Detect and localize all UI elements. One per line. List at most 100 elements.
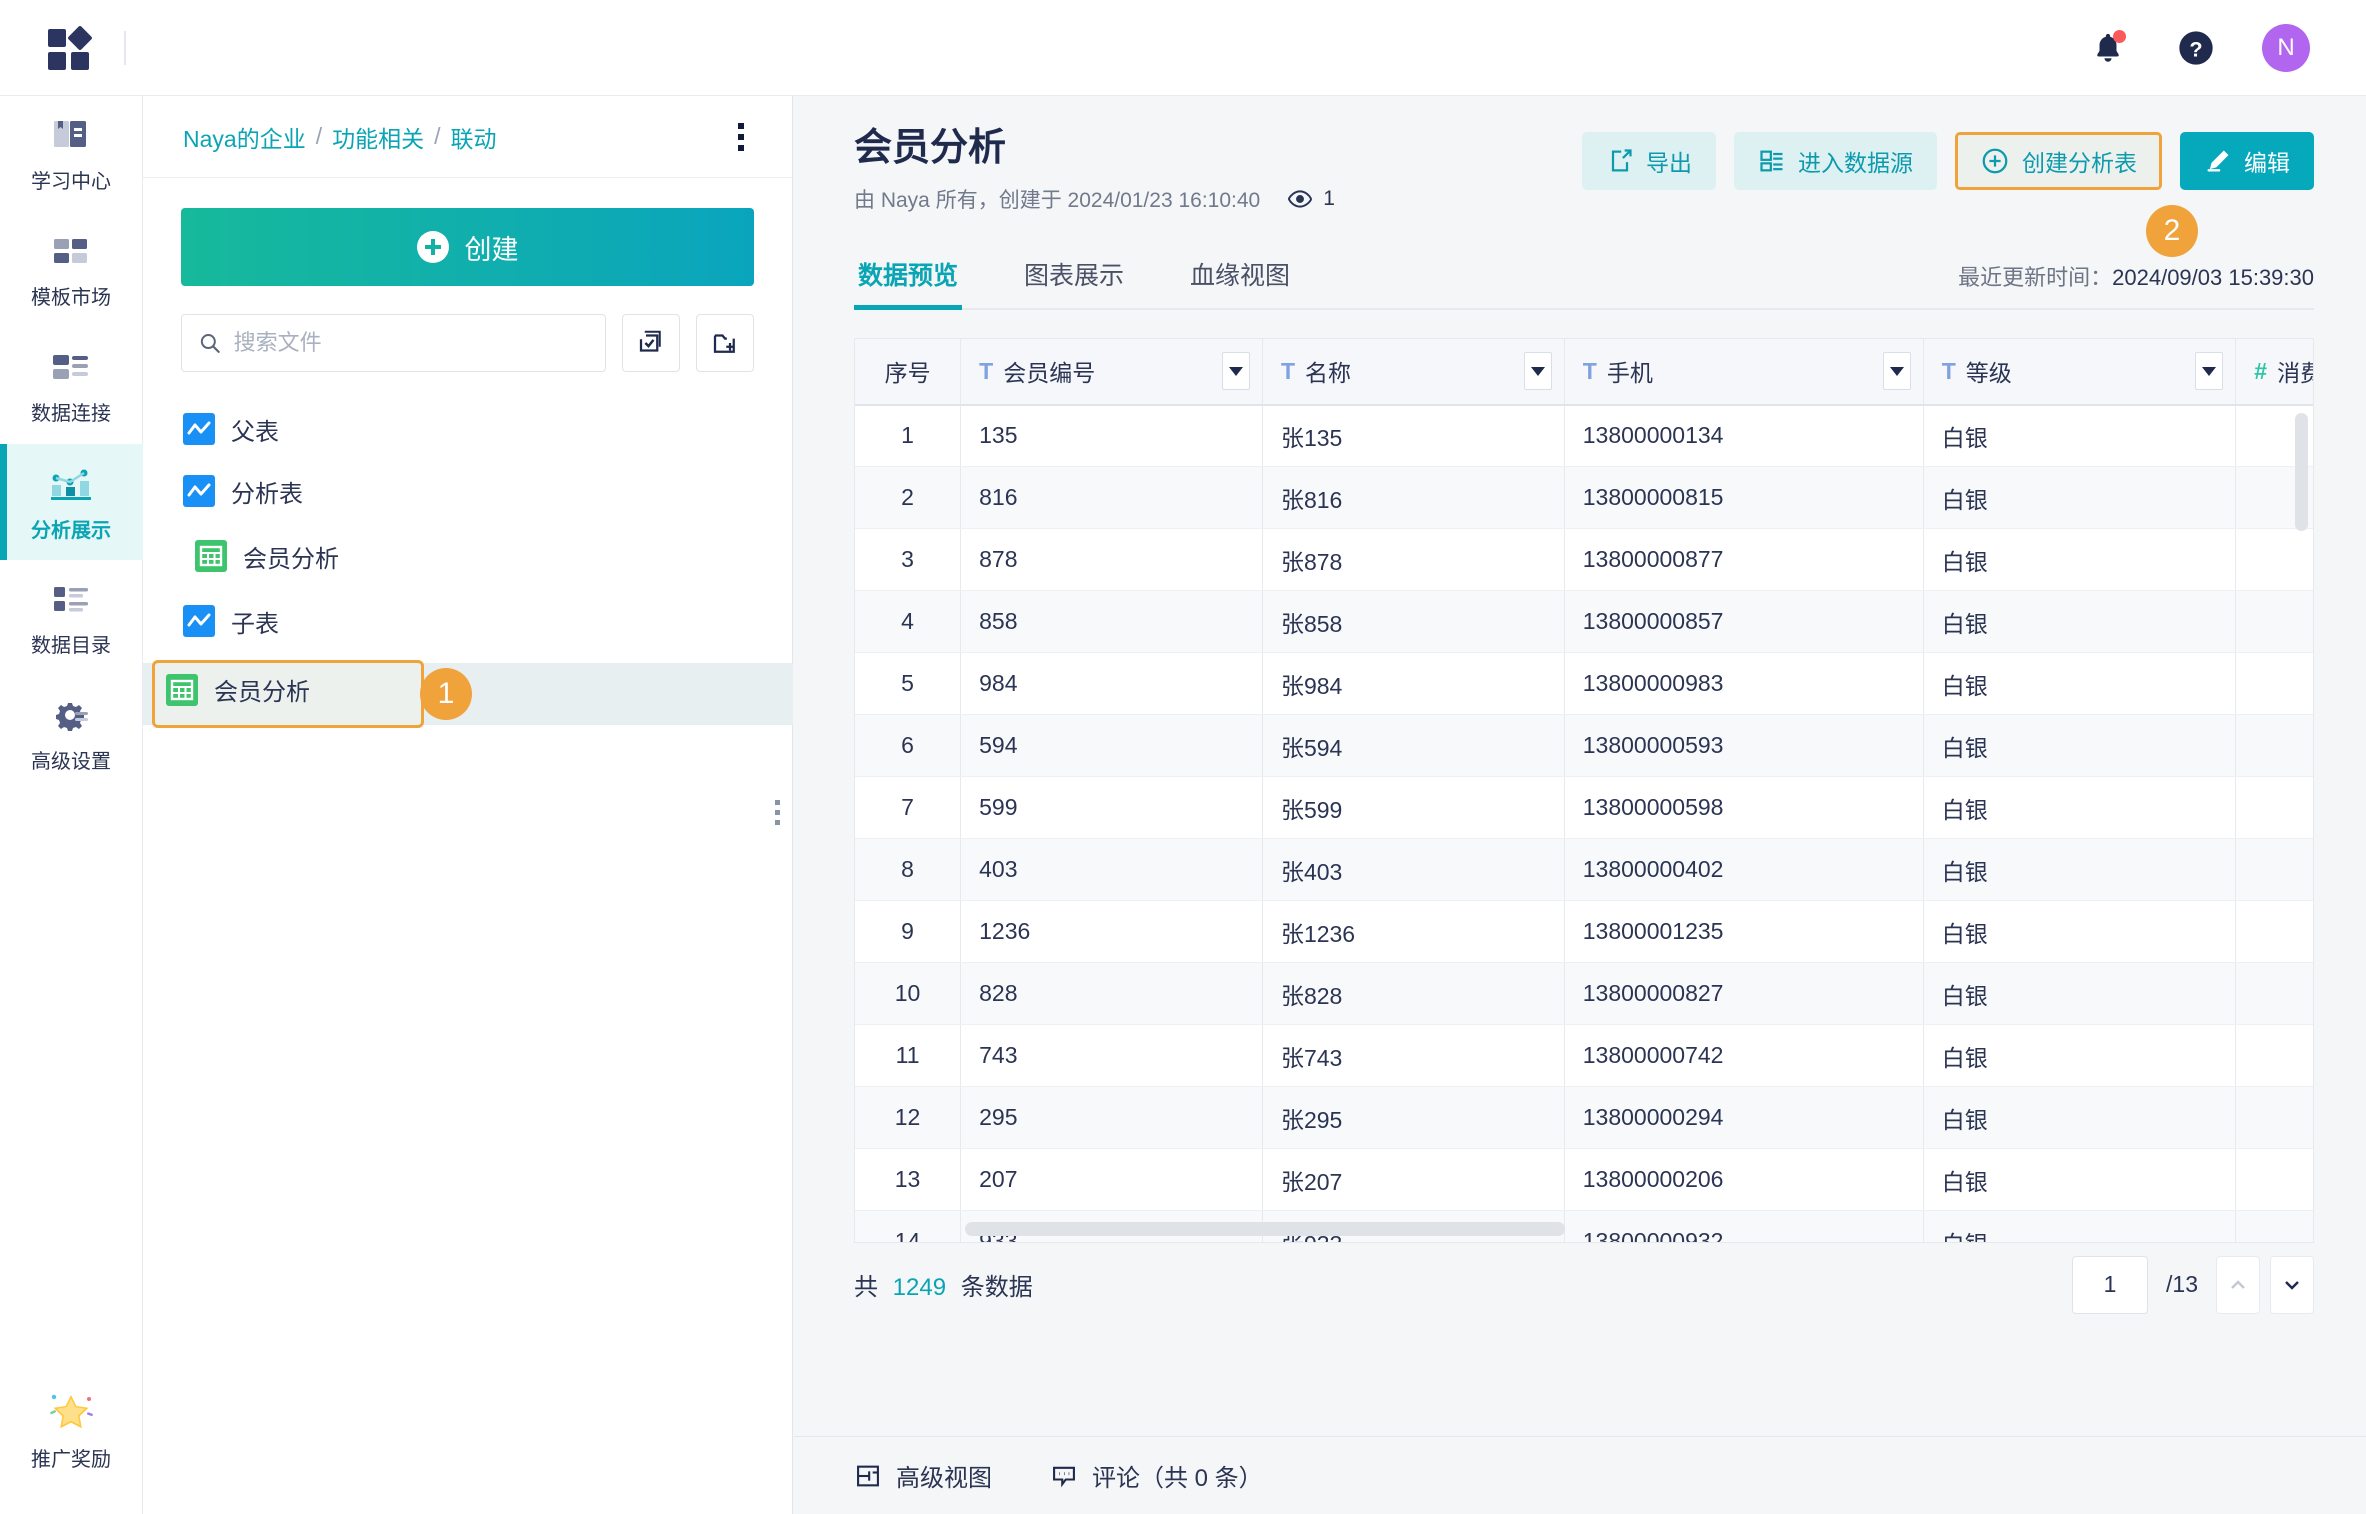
- logo-area[interactable]: [48, 24, 126, 70]
- table-cell-name: 张828: [1262, 962, 1565, 1026]
- table-cell-member-id: 984: [960, 652, 1263, 716]
- table-cell-spend: [2235, 528, 2313, 592]
- table-cell-spend: [2235, 962, 2313, 1026]
- table-cell-phone: 13800000932: [1564, 1210, 1924, 1242]
- table-row[interactable]: 5 984 张984 13800000983 白银: [855, 652, 2313, 716]
- table-cell-level: 白银: [1923, 714, 2237, 778]
- star-reward-icon: [50, 1394, 93, 1428]
- column-filter-dropdown-icon[interactable]: [2195, 352, 2224, 391]
- table-row[interactable]: 2 816 张816 13800000815 白银: [855, 466, 2313, 530]
- create-analysis-table-button[interactable]: 创建分析表: [1955, 132, 2162, 190]
- column-label: 名称: [1305, 360, 1351, 387]
- table-row[interactable]: 6 594 张594 13800000593 白银: [855, 714, 2313, 778]
- table-horizontal-scrollbar[interactable]: [965, 1221, 1565, 1236]
- sidebar-item-data-catalog[interactable]: 数据目录: [0, 560, 143, 676]
- table-row[interactable]: 10 828 张828 13800000827 白银: [855, 962, 2313, 1026]
- file-item-member-analysis[interactable]: 会员分析: [181, 522, 754, 590]
- tree-panel-more-icon[interactable]: [775, 800, 780, 825]
- file-item-parent-table[interactable]: 父表: [181, 398, 754, 460]
- edit-button[interactable]: 编辑: [2180, 132, 2314, 190]
- new-folder-icon[interactable]: [696, 314, 754, 372]
- table-cell-index: 2: [855, 466, 962, 530]
- sidebar-rail: 学习中心 模板市场 数据连接: [0, 96, 143, 1514]
- sidebar-item-promo-reward[interactable]: 推广奖励: [0, 1370, 143, 1486]
- table-row[interactable]: 12 295 张295 13800000294 白银: [855, 1086, 2313, 1150]
- column-header-name[interactable]: T 名称: [1262, 338, 1565, 406]
- table-head: 序号 T 会员编号 T: [855, 338, 2313, 406]
- table-row[interactable]: 11 743 张743 13800000742 白银: [855, 1024, 2313, 1088]
- breadcrumb-item-2[interactable]: 联动: [450, 125, 497, 152]
- file-item-analysis-table[interactable]: 分析表: [181, 460, 754, 522]
- tab-data-preview[interactable]: 数据预览: [854, 256, 963, 310]
- column-filter-dropdown-icon[interactable]: [1523, 352, 1552, 391]
- batch-select-icon[interactable]: [622, 314, 680, 372]
- table-cell-name: 张1236: [1262, 900, 1565, 964]
- column-header-phone[interactable]: T 手机: [1564, 338, 1924, 406]
- bottom-status-bar: 高级视图 评论（共 0 条）: [794, 1436, 2366, 1514]
- table-row[interactable]: 1 135 张135 13800000134 白银: [855, 404, 2313, 468]
- table-cell-member-id: 207: [960, 1148, 1263, 1212]
- breadcrumb-item-1[interactable]: 功能相关: [332, 125, 425, 152]
- create-button[interactable]: 创建: [181, 208, 754, 286]
- eye-icon: [1288, 190, 1313, 208]
- table-cell-level: 白银: [1923, 1024, 2237, 1088]
- advanced-view-button[interactable]: 高级视图: [854, 1458, 992, 1493]
- table-row[interactable]: 7 599 张599 13800000598 白银: [855, 776, 2313, 840]
- breadcrumb-more-icon[interactable]: [738, 122, 744, 151]
- table-cell-phone: 13800000294: [1564, 1086, 1924, 1150]
- book-icon: [54, 120, 86, 147]
- chevron-up-icon: [2231, 1279, 2245, 1289]
- enter-datasource-button[interactable]: 进入数据源: [1734, 132, 1937, 190]
- table-body: 1 135 张135 13800000134 白银 2 816 张816 13800000815…: [855, 404, 2313, 1242]
- column-filter-dropdown-icon[interactable]: [1882, 352, 1911, 391]
- column-filter-dropdown-icon[interactable]: [1221, 352, 1250, 391]
- main-header: 会员分析 由 Naya 所有，创建于 2024/01/23 16:10:40 1: [794, 96, 2366, 214]
- bell-icon[interactable]: [2086, 26, 2130, 70]
- sidebar-item-template-market[interactable]: 模板市场: [0, 212, 143, 328]
- table-row[interactable]: 3 878 张878 13800000877 白银: [855, 528, 2313, 592]
- type-text-icon: T: [1582, 357, 1597, 384]
- sidebar-item-learning-center[interactable]: 学习中心: [0, 96, 143, 212]
- file-item-member-analysis-front[interactable]: 会员分析: [166, 672, 310, 707]
- page-number-input[interactable]: [2072, 1255, 2149, 1314]
- export-button[interactable]: 导出: [1582, 132, 1716, 190]
- column-header-spend[interactable]: # 消费: [2235, 338, 2313, 406]
- column-header-index: 序号: [855, 338, 962, 406]
- search-input[interactable]: [233, 330, 589, 356]
- table-cell-index: 6: [855, 714, 962, 778]
- data-table-container: 序号 T 会员编号 T: [854, 337, 2314, 1243]
- question-circle-icon[interactable]: ?: [2174, 26, 2218, 70]
- comments-button[interactable]: 评论（共 0 条）: [1050, 1458, 1263, 1493]
- table-row[interactable]: 8 403 张403 13800000402 白银: [855, 838, 2313, 902]
- next-page-button[interactable]: [2270, 1255, 2314, 1314]
- notification-dot: [2113, 29, 2126, 43]
- total-prefix: 共: [854, 1274, 878, 1302]
- column-header-member-id[interactable]: T 会员编号: [960, 338, 1263, 406]
- table-row[interactable]: 9 1236 张1236 13800001235 白银: [855, 900, 2313, 964]
- table-cell-index: 7: [855, 776, 962, 840]
- table-cell-index: 4: [855, 590, 962, 654]
- table-cell-phone: 13800000593: [1564, 714, 1924, 778]
- avatar[interactable]: N: [2262, 23, 2310, 72]
- tab-lineage-view[interactable]: 血缘视图: [1190, 261, 1291, 290]
- table-cell-name: 张594: [1262, 714, 1565, 778]
- sidebar-item-data-connection[interactable]: 数据连接: [0, 328, 143, 444]
- table-row[interactable]: 13 207 张207 13800000206 白银: [855, 1148, 2313, 1212]
- sidebar-item-analytics-display[interactable]: 分析展示: [0, 444, 143, 560]
- column-header-level[interactable]: T 等级: [1923, 338, 2237, 406]
- catalog-list-icon: [54, 586, 88, 611]
- table-row[interactable]: 4 858 张858 13800000857 白银: [855, 590, 2313, 654]
- file-item-child-table[interactable]: 子表: [181, 590, 754, 652]
- create-button-label: 创建: [464, 234, 519, 265]
- search-row: [181, 314, 754, 372]
- sidebar-item-label: 模板市场: [31, 286, 111, 309]
- tab-chart-display[interactable]: 图表展示: [1024, 261, 1125, 290]
- sidebar-item-advanced-settings[interactable]: 高级设置: [0, 676, 143, 792]
- breadcrumb-item-0[interactable]: Naya的企业: [183, 125, 306, 152]
- table-cell-member-id: 743: [960, 1024, 1263, 1088]
- file-item-label: 分析表: [231, 480, 303, 508]
- table-vertical-scrollbar[interactable]: [2295, 412, 2308, 531]
- top-bar-actions: ? N: [2086, 23, 2310, 72]
- prev-page-button[interactable]: [2216, 1255, 2260, 1314]
- search-box[interactable]: [181, 314, 606, 372]
